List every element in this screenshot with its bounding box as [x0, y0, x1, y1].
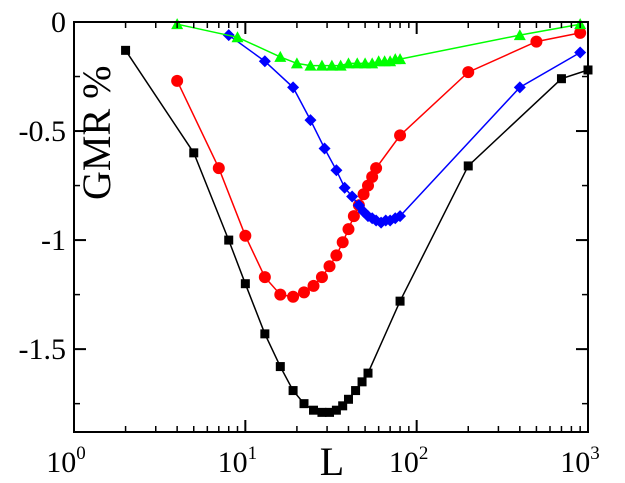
data-point — [304, 114, 317, 127]
y-tick-label: -1 — [41, 224, 66, 257]
data-point — [357, 377, 367, 387]
data-point — [240, 279, 250, 289]
data-point — [274, 288, 287, 301]
data-point — [363, 368, 373, 378]
data-point — [212, 162, 225, 175]
data-point — [463, 161, 473, 171]
data-point — [394, 53, 407, 65]
data-point — [290, 57, 303, 69]
data-point — [315, 271, 328, 284]
data-point — [239, 229, 252, 242]
data-point — [462, 66, 475, 79]
data-point — [309, 405, 319, 415]
data-point — [288, 386, 298, 396]
data-point — [395, 296, 405, 306]
data-point — [330, 164, 343, 177]
data-point — [342, 223, 355, 236]
series-3 — [171, 18, 587, 71]
x-tick-label: 103 — [560, 443, 600, 479]
ticks-layer: 100 101 102 103 0 -0.5 -1 -1.5 — [19, 6, 600, 479]
data-point — [315, 59, 328, 71]
x-axis-label: L — [320, 439, 344, 483]
data-point — [121, 45, 131, 55]
data-point — [574, 26, 587, 39]
data-point — [325, 407, 335, 417]
data-point — [574, 46, 587, 59]
data-point — [304, 59, 317, 71]
data-point — [338, 181, 351, 194]
series-1 — [171, 26, 587, 303]
data-point — [513, 81, 526, 94]
data-point — [171, 74, 184, 87]
data-point — [347, 210, 360, 223]
data-point — [351, 386, 361, 396]
series-line — [124, 49, 589, 414]
data-point — [307, 279, 320, 292]
x-tick-label: 100 — [46, 443, 86, 479]
data-point — [224, 235, 234, 245]
data-point — [530, 35, 543, 48]
data-point — [513, 29, 526, 41]
y-tick-label: -0.5 — [19, 115, 67, 148]
data-point — [231, 31, 244, 43]
series-0 — [121, 45, 593, 417]
data-point — [331, 405, 341, 415]
data-point — [317, 407, 327, 417]
data-point — [338, 401, 348, 411]
y-tick-label: -1.5 — [19, 333, 67, 366]
data-point — [556, 74, 566, 84]
data-point — [394, 210, 407, 223]
data-point — [351, 57, 364, 69]
plot-frame — [73, 21, 589, 433]
data-point — [299, 399, 309, 409]
series-2 — [222, 29, 587, 229]
data-point — [336, 236, 349, 249]
data-point — [342, 57, 355, 69]
data-point — [298, 286, 311, 299]
y-tick-label: 0 — [51, 6, 66, 39]
x-tick-label: 102 — [389, 443, 429, 479]
data-point — [258, 55, 271, 68]
series-layer — [121, 18, 593, 417]
data-point — [330, 249, 343, 262]
data-point — [258, 271, 271, 284]
data-point — [260, 329, 270, 339]
data-point — [394, 129, 407, 142]
data-point — [189, 148, 199, 158]
data-point — [275, 362, 285, 372]
data-point — [318, 142, 331, 155]
data-point — [274, 50, 287, 62]
x-tick-label: 101 — [218, 443, 257, 479]
data-point — [323, 260, 336, 273]
y-axis-label: GMR % — [74, 66, 119, 200]
data-point — [287, 81, 300, 94]
data-point — [370, 162, 383, 175]
data-point — [287, 290, 300, 303]
data-point — [346, 190, 359, 203]
data-point — [343, 394, 353, 404]
data-point — [325, 59, 338, 71]
